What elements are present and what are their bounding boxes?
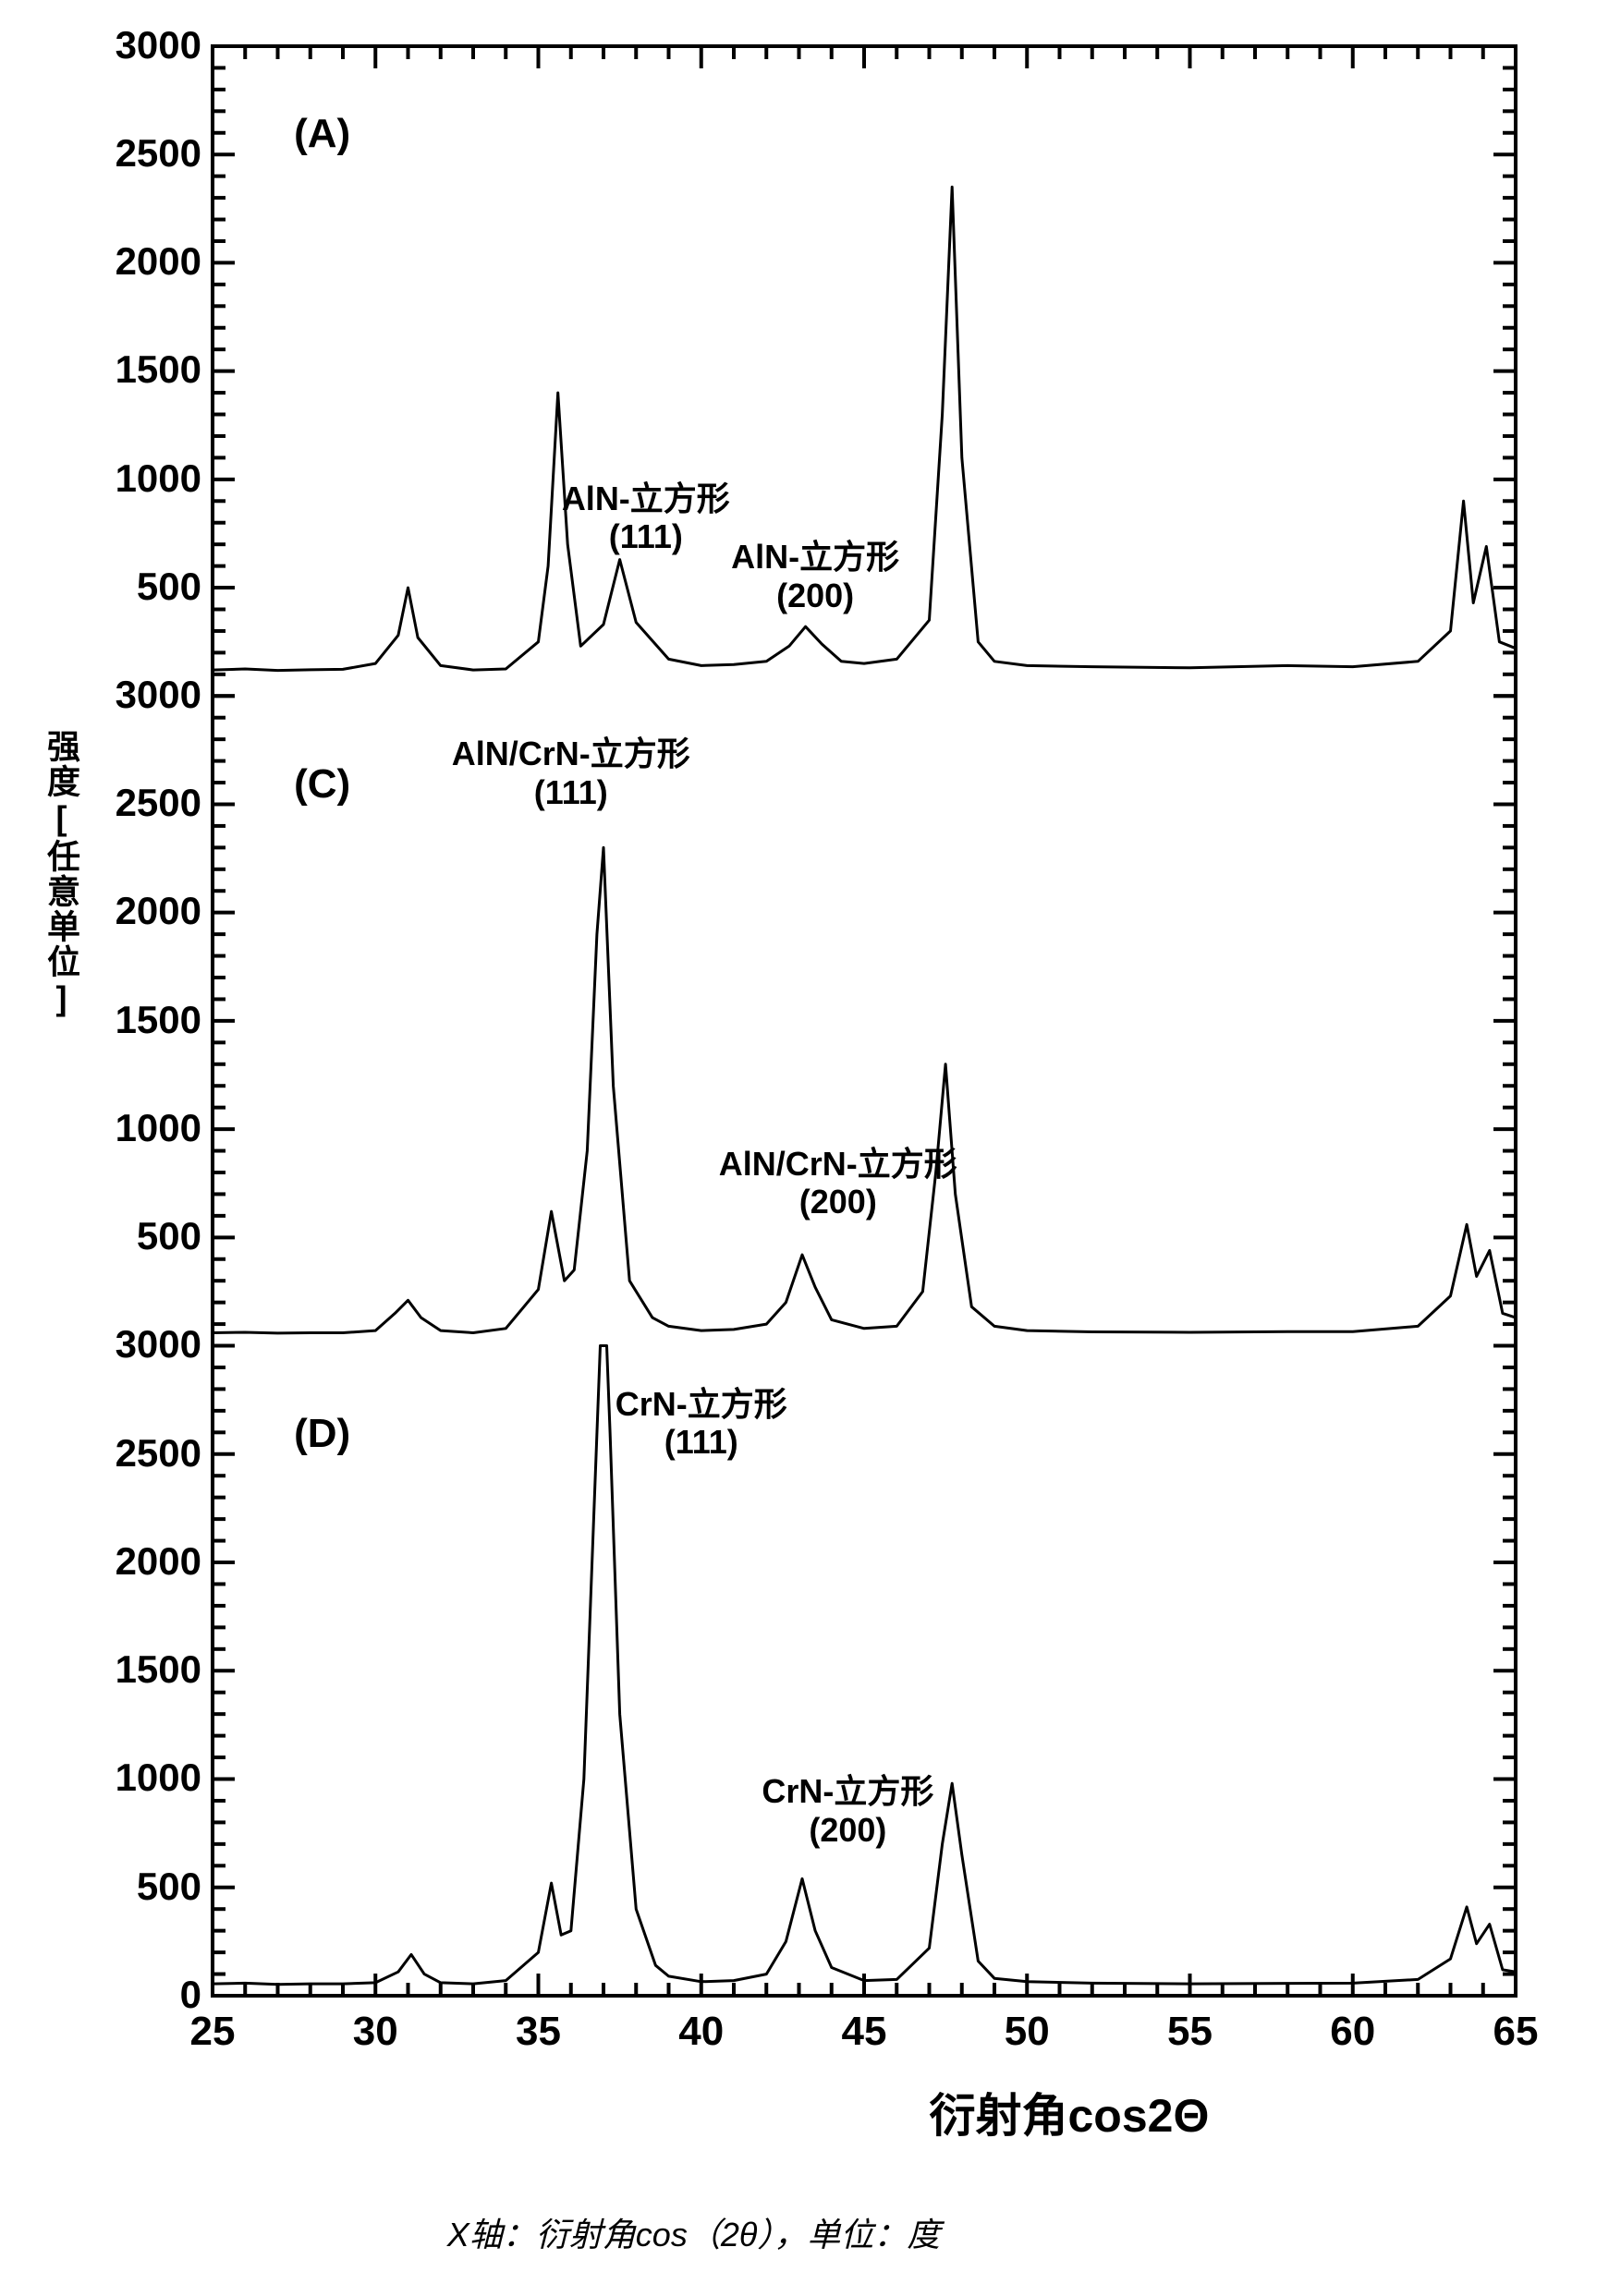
y-tick-label: 500: [137, 1865, 201, 1909]
panel-label-C: (C): [294, 761, 350, 808]
x-tick-label: 45: [842, 2009, 887, 2055]
footer-caption: X轴：衍射角cos（2θ），单位：度: [447, 2208, 941, 2256]
y-tick-label: 2500: [116, 131, 201, 176]
y-tick-label: 2000: [116, 239, 201, 284]
x-tick-label: 30: [353, 2009, 398, 2055]
x-tick-label: 65: [1493, 2009, 1539, 2055]
x-tick-label: 40: [678, 2009, 724, 2055]
y-tick-label: 2500: [116, 781, 201, 825]
peak-annotation: CrN-立方形(200): [762, 1772, 933, 1849]
y-tick-label: 1000: [116, 1106, 201, 1150]
peak-annotation: AlN/CrN-立方形(200): [719, 1145, 957, 1221]
peak-annotation: AlN-立方形(111): [562, 480, 730, 556]
y-tick-label: 3000: [116, 1322, 201, 1367]
y-tick-label: 3000: [116, 23, 201, 67]
peak-annotation: AlN/CrN-立方形(111): [452, 735, 690, 811]
x-tick-label: 35: [516, 2009, 561, 2055]
panel-label-A: (A): [294, 111, 350, 157]
x-tick-label: 50: [1005, 2009, 1050, 2055]
y-tick-label: 500: [137, 1214, 201, 1258]
y-tick-label: 1000: [116, 456, 201, 501]
y-tick-label: 2000: [116, 1539, 201, 1584]
x-axis-label: 衍射角cos2Θ: [930, 2079, 1210, 2145]
y-tick-label: 1500: [116, 1647, 201, 1692]
x-tick-label: 55: [1167, 2009, 1213, 2055]
y-tick-label: 2500: [116, 1431, 201, 1476]
y-tick-label: 3000: [116, 673, 201, 717]
y-tick-label: 500: [137, 565, 201, 609]
xrd-figure: 强度[任意单位] 50010001500200025003000(A)AlN-立…: [0, 0, 1621, 2296]
peak-annotation: CrN-立方形(111): [615, 1385, 787, 1462]
peak-annotation: AlN-立方形(200): [731, 538, 899, 614]
y-tick-label: 1500: [116, 998, 201, 1042]
y-tick-label: 2000: [116, 889, 201, 933]
panel-label-D: (D): [294, 1411, 350, 1457]
x-tick-label: 25: [190, 2009, 236, 2055]
y-tick-label: 1500: [116, 347, 201, 392]
x-tick-label: 60: [1330, 2009, 1375, 2055]
y-tick-label: 1000: [116, 1755, 201, 1800]
